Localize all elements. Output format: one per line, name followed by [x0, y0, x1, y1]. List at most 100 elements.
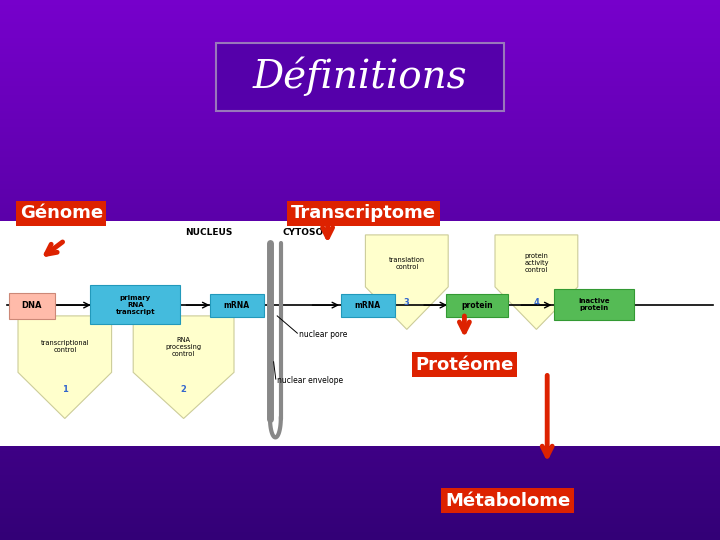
- Bar: [0, 151, 720, 154]
- Bar: [0, 81, 720, 84]
- Bar: [0, 375, 720, 378]
- Bar: [0, 383, 720, 386]
- Bar: [0, 256, 720, 259]
- Bar: [0, 316, 720, 319]
- Text: 1: 1: [62, 385, 68, 394]
- Bar: [0, 451, 720, 454]
- Bar: [0, 0, 720, 3]
- Bar: [0, 197, 720, 200]
- Text: Génome: Génome: [19, 204, 103, 222]
- Bar: [0, 356, 720, 359]
- Bar: [0, 259, 720, 262]
- Bar: [0, 227, 720, 229]
- Bar: [0, 529, 720, 532]
- Bar: [0, 410, 720, 413]
- Bar: [0, 346, 720, 348]
- Bar: [0, 140, 720, 143]
- Bar: [0, 78, 720, 81]
- Bar: [0, 351, 720, 354]
- Bar: [0, 497, 720, 500]
- Bar: [0, 135, 720, 138]
- Bar: [0, 22, 720, 24]
- Bar: [0, 262, 720, 265]
- Bar: [0, 402, 720, 405]
- Bar: [0, 246, 720, 248]
- Text: Protéome: Protéome: [415, 355, 513, 374]
- Bar: [0, 408, 720, 410]
- Bar: [0, 30, 720, 32]
- Bar: [0, 146, 720, 148]
- Bar: [0, 192, 720, 194]
- Bar: [0, 49, 720, 51]
- Bar: [0, 359, 720, 362]
- Bar: [0, 170, 720, 173]
- Bar: [0, 456, 720, 459]
- Bar: [0, 510, 720, 513]
- Text: nuclear pore: nuclear pore: [299, 330, 347, 339]
- Bar: [0, 524, 720, 526]
- Bar: [0, 319, 720, 321]
- Bar: [0, 11, 720, 14]
- FancyBboxPatch shape: [446, 294, 508, 317]
- Bar: [0, 526, 720, 529]
- Bar: [0, 68, 720, 70]
- Bar: [0, 59, 720, 62]
- Bar: [0, 165, 720, 167]
- Bar: [0, 94, 720, 97]
- Bar: [0, 343, 720, 346]
- Text: RNA
processing
control: RNA processing control: [166, 336, 202, 357]
- Text: Métabolome: Métabolome: [445, 491, 570, 510]
- Text: translation
control: translation control: [389, 256, 425, 270]
- FancyBboxPatch shape: [216, 43, 504, 111]
- Bar: [0, 127, 720, 130]
- Bar: [0, 300, 720, 302]
- Bar: [0, 97, 720, 100]
- Bar: [0, 62, 720, 65]
- FancyBboxPatch shape: [9, 293, 55, 319]
- Polygon shape: [18, 316, 112, 418]
- Bar: [0, 502, 720, 505]
- Bar: [0, 16, 720, 19]
- Text: mRNA: mRNA: [223, 301, 249, 310]
- Bar: [0, 448, 720, 451]
- Bar: [0, 267, 720, 270]
- Bar: [0, 194, 720, 197]
- Bar: [0, 275, 720, 278]
- Bar: [0, 421, 720, 424]
- Text: 3: 3: [404, 299, 410, 307]
- Bar: [0, 54, 720, 57]
- Bar: [0, 354, 720, 356]
- Bar: [0, 405, 720, 408]
- Bar: [0, 40, 720, 43]
- Bar: [0, 310, 720, 313]
- Bar: [0, 348, 720, 351]
- Bar: [0, 362, 720, 364]
- Bar: [0, 162, 720, 165]
- Bar: [0, 462, 720, 464]
- Bar: [0, 265, 720, 267]
- Bar: [0, 116, 720, 119]
- Bar: [0, 148, 720, 151]
- Bar: [0, 386, 720, 389]
- Bar: [0, 305, 720, 308]
- Polygon shape: [133, 316, 234, 418]
- Bar: [0, 19, 720, 22]
- Bar: [0, 459, 720, 462]
- Bar: [0, 394, 720, 397]
- Text: 2: 2: [181, 385, 186, 394]
- Bar: [0, 132, 720, 135]
- Bar: [0, 378, 720, 381]
- Bar: [0, 329, 720, 332]
- Bar: [0, 224, 720, 227]
- Bar: [0, 154, 720, 157]
- FancyBboxPatch shape: [210, 294, 264, 317]
- Text: 4: 4: [534, 299, 539, 307]
- Text: protein: protein: [462, 301, 493, 310]
- Text: Transcriptome: Transcriptome: [291, 204, 436, 222]
- Bar: [0, 76, 720, 78]
- Bar: [0, 440, 720, 443]
- Bar: [0, 119, 720, 122]
- Bar: [0, 8, 720, 11]
- Bar: [0, 70, 720, 73]
- Bar: [0, 429, 720, 432]
